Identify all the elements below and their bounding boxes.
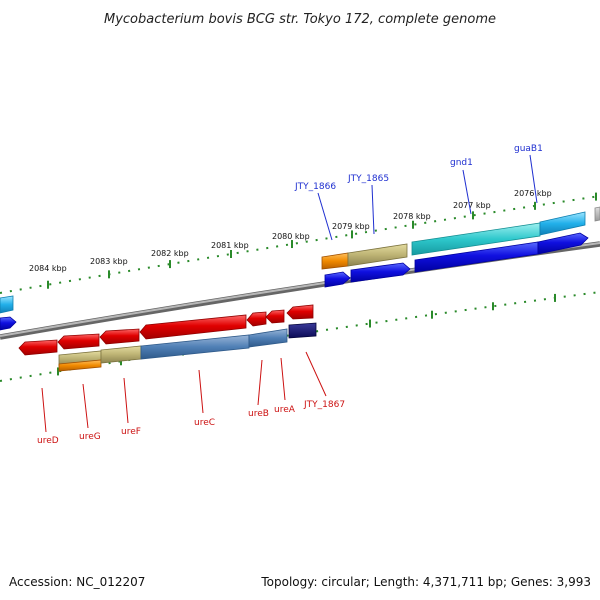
gene-label-jty1866[interactable]: JTY_1866: [294, 182, 336, 192]
label-leader: [317, 192, 333, 241]
gene-block-grey[interactable]: [594, 206, 600, 222]
gene-label-urea[interactable]: ureA: [274, 405, 296, 415]
label-leader: [280, 357, 286, 401]
kbp-label: 2079 kbp: [332, 222, 370, 231]
gene-arrow-reverse[interactable]: [18, 339, 58, 356]
upper-major-ticks: [47, 192, 597, 289]
label-leader: [529, 154, 538, 204]
label-leader: [462, 169, 472, 215]
genome-summary-text: Topology: circular; Length: 4,371,711 bp…: [261, 575, 591, 589]
gene-arrow-reverse[interactable]: [286, 304, 314, 320]
gene-block-khaki[interactable]: [347, 243, 408, 267]
label-leader: [123, 377, 129, 424]
kbp-labels: 2084 kbp 2083 kbp 2082 kbp 2081 kbp 2080…: [29, 189, 552, 273]
gene-label-uref[interactable]: ureF: [121, 427, 141, 437]
gene-block-steel[interactable]: [248, 328, 288, 348]
gene-label-urec[interactable]: ureC: [194, 418, 215, 428]
kbp-label: 2082 kbp: [151, 249, 189, 258]
kbp-label: 2081 kbp: [211, 241, 249, 250]
label-leader: [257, 359, 263, 406]
label-leader: [305, 351, 327, 397]
gene-arrow-reverse[interactable]: [57, 333, 100, 350]
gene-arrow-forward[interactable]: [350, 262, 411, 283]
kbp-label: 2084 kbp: [29, 264, 67, 273]
label-leader: [198, 369, 204, 414]
gene-block-cyan[interactable]: [0, 295, 14, 314]
gene-block-khaki[interactable]: [100, 345, 142, 364]
gene-arrow-forward[interactable]: [0, 316, 17, 331]
forward-gene-labels: JTY_1866 JTY_1865 gnd1 guaB1: [294, 144, 543, 241]
gene-label-guab1[interactable]: guaB1: [514, 144, 543, 154]
gene-label-jty1865[interactable]: JTY_1865: [347, 174, 389, 184]
label-leader: [41, 387, 47, 433]
gene-label-jty1867[interactable]: JTY_1867: [303, 400, 345, 410]
map-title: Mycobacterium bovis BCG str. Tokyo 172, …: [104, 12, 496, 27]
gene-arrow-reverse[interactable]: [99, 328, 140, 345]
forward-genes: [0, 206, 600, 331]
kbp-label: 2078 kbp: [393, 212, 431, 221]
lower-tick-track: [0, 291, 600, 382]
accession-text: Accession: NC_012207: [9, 575, 146, 589]
gene-arrow-reverse[interactable]: [139, 314, 247, 340]
kbp-label: 2080 kbp: [272, 232, 310, 241]
gene-block-navy[interactable]: [288, 322, 317, 339]
gene-block-steel[interactable]: [140, 334, 250, 360]
gene-block-cyan[interactable]: [539, 211, 586, 236]
reverse-genes: [18, 304, 317, 372]
gene-block-cyan[interactable]: [411, 222, 541, 256]
kbp-label: 2077 kbp: [453, 201, 491, 210]
gene-label-ureb[interactable]: ureB: [248, 409, 269, 419]
gene-block-orange[interactable]: [58, 359, 102, 372]
reverse-gene-labels: ureD ureG ureF ureC ureB ureA JTY_1867: [37, 351, 345, 446]
gene-arrow-forward[interactable]: [537, 232, 589, 255]
kbp-label: 2076 kbp: [514, 189, 552, 198]
gene-block-orange[interactable]: [321, 252, 349, 270]
gene-label-ured[interactable]: ureD: [37, 436, 59, 446]
label-leader: [371, 184, 375, 235]
label-leader: [82, 383, 89, 429]
gene-arrow-reverse[interactable]: [246, 311, 267, 327]
gene-arrow-forward[interactable]: [324, 271, 351, 288]
gene-arrow-reverse[interactable]: [265, 309, 285, 324]
kbp-label: 2083 kbp: [90, 257, 128, 266]
gene-label-ureg[interactable]: ureG: [79, 432, 101, 442]
gene-label-gnd1[interactable]: gnd1: [450, 158, 473, 168]
upper-tick-track: [0, 195, 600, 294]
